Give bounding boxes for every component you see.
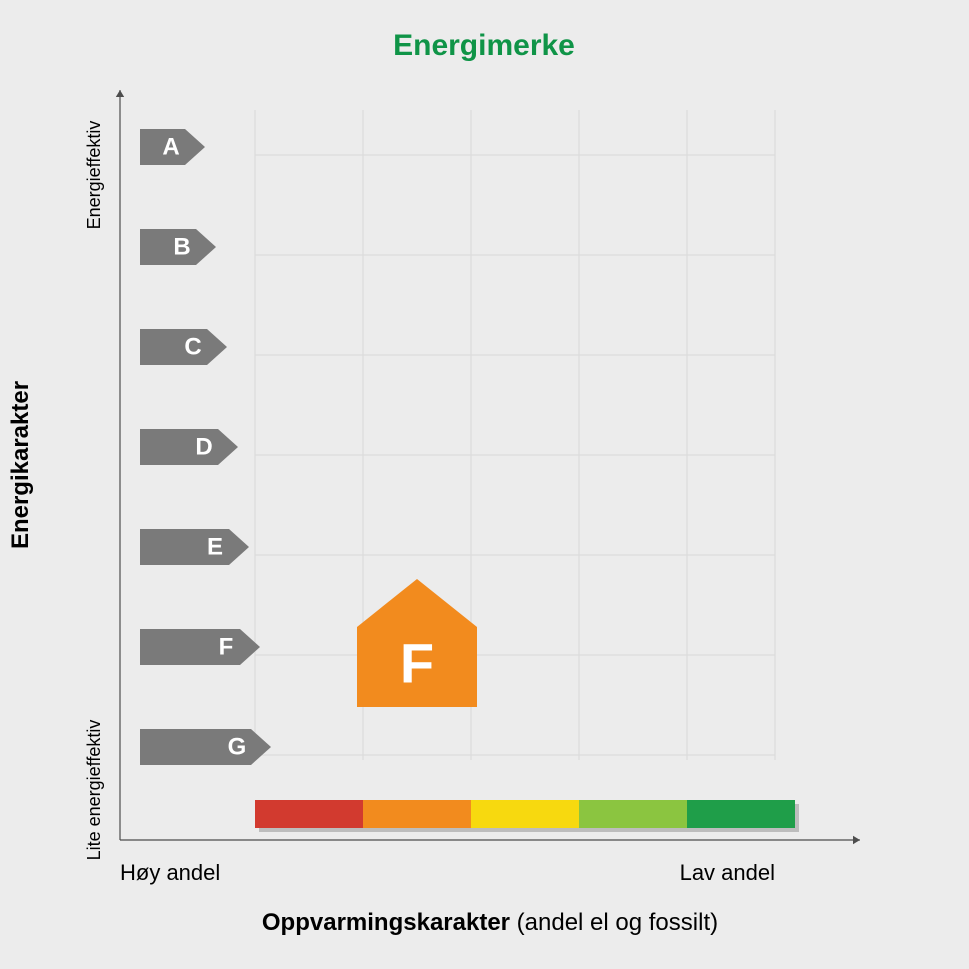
grade-tag: [140, 629, 260, 665]
y-axis-label-bottom: Lite energieffektiv: [84, 720, 104, 861]
color-bar-segment: [687, 800, 795, 828]
x-axis-label: Oppvarmingskarakter (andel el og fossilt…: [262, 909, 718, 936]
grade-tag: [140, 529, 249, 565]
color-bar-segment: [471, 800, 579, 828]
color-bar-segment: [363, 800, 471, 828]
grade-tag-letter: F: [219, 634, 234, 661]
grade-tag-letter: D: [195, 434, 212, 461]
grade-tag: [140, 429, 238, 465]
color-bar-segment: [255, 800, 363, 828]
grade-tag-letter: A: [162, 134, 179, 161]
x-axis-label-right: Lav andel: [680, 860, 775, 885]
grade-tag-letter: C: [184, 334, 201, 361]
energy-label-chart: A B C D E F G F Energimerke Energikarakter Energie…: [0, 0, 969, 969]
grade-tag-letter: B: [173, 234, 190, 261]
color-bar-segment: [579, 800, 687, 828]
chart-title: Energimerke: [393, 29, 575, 62]
y-axis-label-top: Energieffektiv: [84, 121, 104, 230]
rating-house-letter: F: [400, 632, 434, 695]
x-axis-label-left: Høy andel: [120, 860, 220, 885]
grade-tag-letter: E: [207, 534, 223, 561]
grade-tag: [140, 729, 271, 765]
grade-tag-letter: G: [228, 734, 247, 761]
y-axis-label: Energikarakter: [7, 381, 34, 549]
